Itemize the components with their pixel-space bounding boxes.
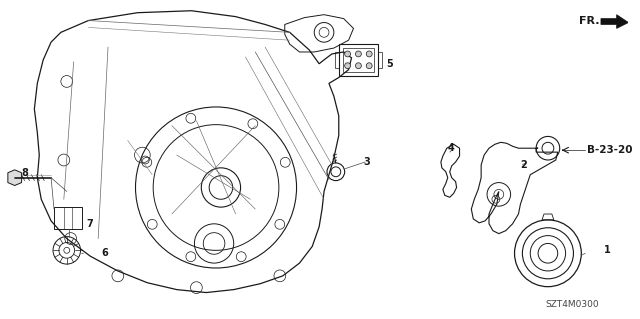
Text: FR.: FR. — [579, 16, 600, 26]
Circle shape — [355, 63, 362, 69]
Text: 7: 7 — [86, 219, 93, 229]
Polygon shape — [8, 170, 22, 186]
Circle shape — [355, 51, 362, 57]
Circle shape — [345, 63, 351, 69]
Text: SZT4M0300: SZT4M0300 — [545, 300, 598, 309]
Text: B-23-20: B-23-20 — [587, 145, 633, 155]
Circle shape — [366, 63, 372, 69]
Text: 6: 6 — [101, 248, 108, 258]
Text: 1: 1 — [604, 245, 611, 255]
Text: 5: 5 — [386, 59, 393, 69]
Circle shape — [366, 51, 372, 57]
Text: 2: 2 — [520, 160, 527, 170]
Circle shape — [345, 51, 351, 57]
Text: 3: 3 — [364, 157, 370, 167]
Text: 4: 4 — [448, 143, 454, 153]
Polygon shape — [601, 15, 628, 28]
Text: 8: 8 — [22, 168, 28, 178]
